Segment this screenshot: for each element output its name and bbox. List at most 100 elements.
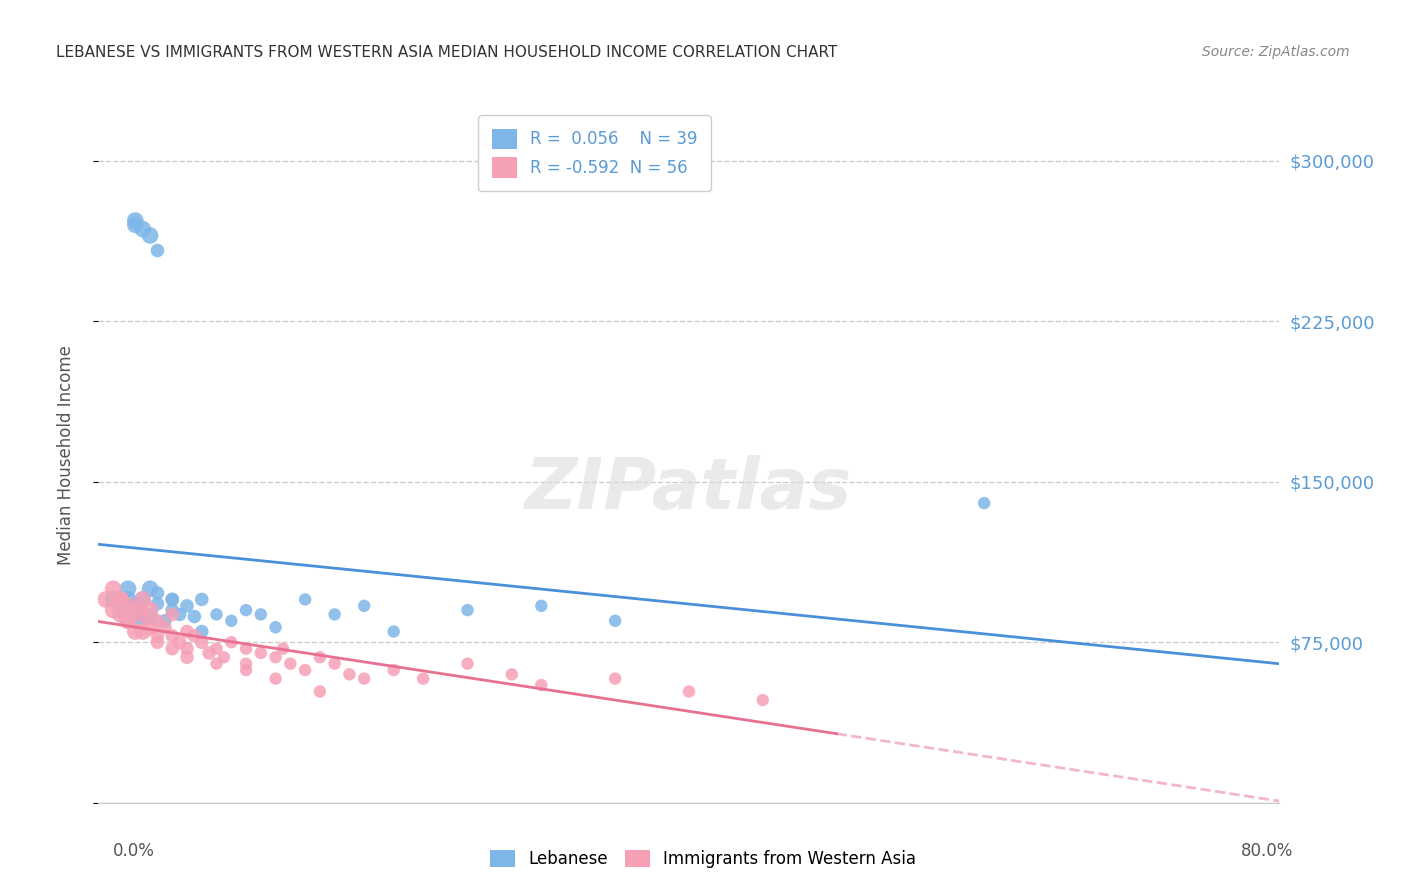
Point [103, 582, 125, 596]
Legend: Lebanese, Immigrants from Western Asia: Lebanese, Immigrants from Western Asia [484, 843, 922, 875]
Point [153, 620, 176, 634]
Point [191, 592, 214, 607]
Point [456, 603, 478, 617]
Point [162, 607, 183, 622]
Point [235, 641, 257, 656]
Point [205, 607, 228, 622]
Point [198, 646, 221, 660]
Point [382, 663, 405, 677]
Point [132, 607, 155, 622]
Point [169, 607, 191, 622]
Point [353, 599, 375, 613]
Point [412, 672, 434, 686]
Point [973, 496, 995, 510]
Point [162, 629, 183, 643]
Text: Source: ZipAtlas.com: Source: ZipAtlas.com [1202, 45, 1350, 59]
Point [751, 693, 773, 707]
Point [117, 599, 139, 613]
Point [117, 614, 139, 628]
Point [250, 607, 273, 622]
Point [235, 657, 257, 671]
Point [235, 663, 257, 677]
Point [162, 641, 183, 656]
Point [117, 582, 139, 596]
Point [94, 592, 117, 607]
Y-axis label: Median Household Income: Median Household Income [56, 345, 75, 565]
Point [153, 614, 176, 628]
Point [294, 663, 316, 677]
Point [146, 597, 169, 611]
Point [132, 624, 155, 639]
Point [110, 592, 132, 607]
Point [176, 641, 198, 656]
Point [117, 592, 139, 607]
Point [264, 672, 287, 686]
Point [139, 228, 162, 243]
Point [117, 614, 139, 628]
Point [139, 603, 162, 617]
Point [382, 624, 405, 639]
Point [309, 684, 332, 698]
Point [323, 607, 346, 622]
Point [605, 672, 627, 686]
Point [294, 592, 316, 607]
Point [110, 603, 132, 617]
Point [235, 603, 257, 617]
Point [250, 646, 273, 660]
Point [176, 624, 198, 639]
Point [146, 629, 169, 643]
Point [124, 624, 146, 639]
Point [501, 667, 523, 681]
Point [162, 603, 183, 617]
Point [124, 603, 146, 617]
Point [205, 641, 228, 656]
Point [530, 678, 553, 692]
Point [139, 620, 162, 634]
Point [183, 629, 205, 643]
Point [176, 599, 198, 613]
Point [309, 650, 332, 665]
Point [323, 657, 346, 671]
Point [456, 657, 478, 671]
Text: 0.0%: 0.0% [112, 842, 155, 860]
Point [103, 603, 125, 617]
Point [146, 635, 169, 649]
Point [146, 614, 169, 628]
Point [169, 635, 191, 649]
Point [132, 592, 155, 607]
Point [146, 244, 169, 258]
Text: 80.0%: 80.0% [1241, 842, 1294, 860]
Text: LEBANESE VS IMMIGRANTS FROM WESTERN ASIA MEDIAN HOUSEHOLD INCOME CORRELATION CHA: LEBANESE VS IMMIGRANTS FROM WESTERN ASIA… [56, 45, 838, 60]
Point [139, 609, 162, 624]
Legend: R =  0.056    N = 39, R = -0.592  N = 56: R = 0.056 N = 39, R = -0.592 N = 56 [478, 115, 710, 191]
Point [132, 607, 155, 622]
Point [139, 582, 162, 596]
Point [162, 592, 183, 607]
Point [339, 667, 360, 681]
Point [124, 213, 146, 227]
Point [110, 607, 132, 622]
Text: ZIPatlas: ZIPatlas [526, 455, 852, 524]
Point [146, 586, 169, 600]
Point [110, 592, 132, 607]
Point [132, 222, 155, 236]
Point [271, 641, 294, 656]
Point [264, 650, 287, 665]
Point [219, 614, 242, 628]
Point [353, 672, 375, 686]
Point [605, 614, 627, 628]
Point [212, 650, 235, 665]
Point [103, 592, 125, 607]
Point [124, 599, 146, 613]
Point [191, 624, 214, 639]
Point [678, 684, 700, 698]
Point [278, 657, 302, 671]
Point [530, 599, 553, 613]
Point [205, 657, 228, 671]
Point [191, 635, 214, 649]
Point [162, 592, 183, 607]
Point [219, 635, 242, 649]
Point [124, 218, 146, 232]
Point [183, 609, 205, 624]
Point [132, 592, 155, 607]
